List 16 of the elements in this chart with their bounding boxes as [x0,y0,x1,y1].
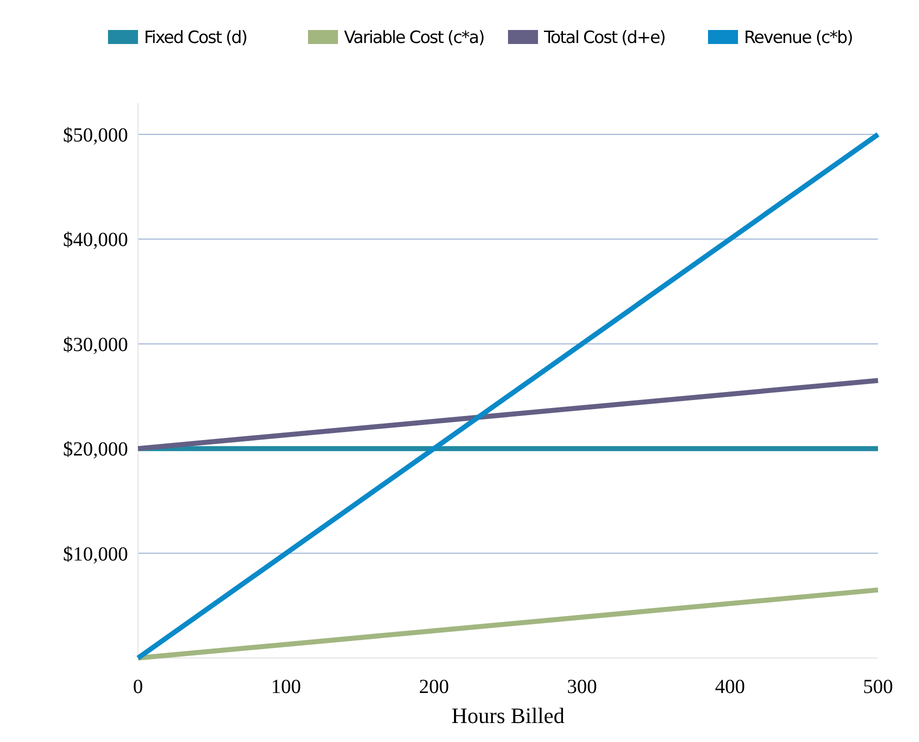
legend-label: Revenue (c*b) [744,28,853,48]
legend-label: Total Cost (d+e) [543,28,666,48]
x-tick-label: 0 [133,676,143,698]
x-tick-label: 500 [863,676,893,698]
x-tick-label: 400 [715,676,745,698]
y-tick-label: $30,000 [63,334,128,356]
y-tick-label: $10,000 [63,543,128,566]
x-axis-title: Hours Billed [451,703,565,728]
x-tick-label: 200 [419,676,449,698]
legend-label: Fixed Cost (d) [144,28,248,48]
y-tick-label: $50,000 [63,124,128,146]
y-tick-label: $40,000 [63,229,128,252]
x-tick-label: 300 [567,676,597,698]
y-tick-label: $20,000 [63,438,128,461]
legend-label: Variable Cost (c*a) [344,28,484,48]
x-tick-label: 100 [271,676,301,698]
